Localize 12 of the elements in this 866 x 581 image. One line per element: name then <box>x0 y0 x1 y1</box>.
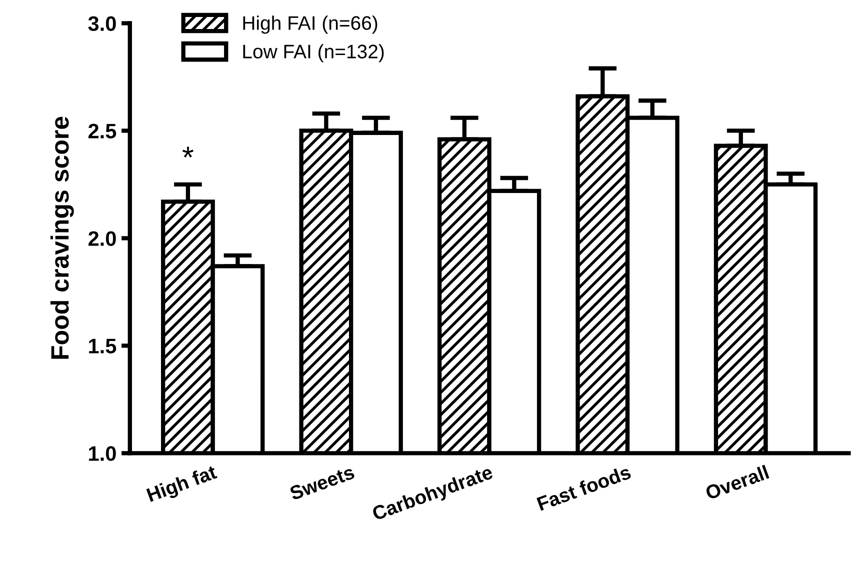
y-tick-label: 1.0 <box>89 446 116 461</box>
annotation: * <box>182 146 194 158</box>
x-tick-label: Fast foods <box>536 464 632 511</box>
y-tick-label: 2.5 <box>88 124 116 138</box>
y-tick-label: 3.0 <box>88 16 116 32</box>
y-tick-label: 1.5 <box>89 338 116 354</box>
legend-label: High FAI (n=66) <box>243 16 378 34</box>
legend-label: Low FAI (n=132) <box>243 44 384 62</box>
x-tick-label: High fat <box>146 464 219 506</box>
y-tick-label: 2.0 <box>88 231 116 246</box>
y-axis-title: Food cravings score <box>50 116 74 359</box>
x-tick-label: Sweets <box>288 465 356 500</box>
